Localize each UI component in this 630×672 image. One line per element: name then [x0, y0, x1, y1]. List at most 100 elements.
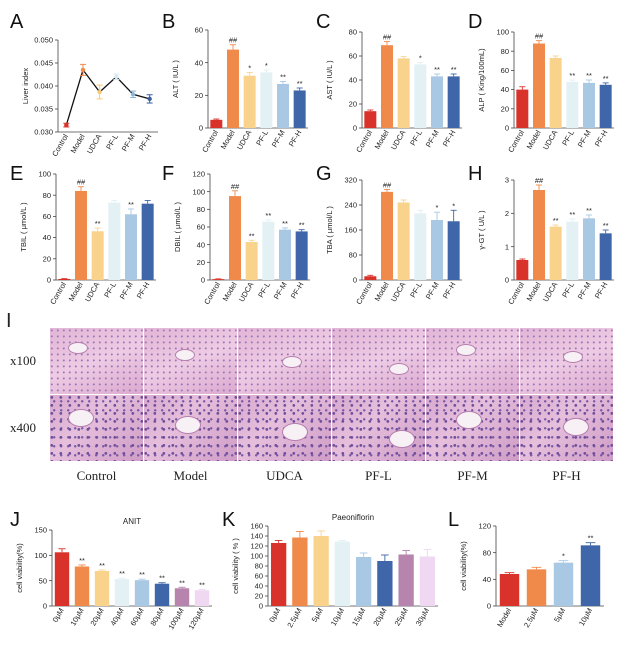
significance-label: ##	[231, 182, 240, 191]
column-label-Control: Control	[76, 468, 117, 483]
x-tick-label: Control	[354, 280, 374, 306]
histology-image-x100-Model	[144, 328, 237, 394]
bar	[381, 45, 393, 129]
significance-label: **	[99, 561, 105, 570]
y-axis-label-h: γ-GT ( U/L )	[477, 210, 486, 250]
vessel-lumen	[68, 409, 94, 427]
y-tick-label: 80	[349, 251, 357, 260]
row-label-x400: x400	[10, 420, 36, 435]
bar	[566, 221, 579, 280]
significance-label: **	[588, 534, 594, 543]
vessel-lumen	[175, 349, 195, 361]
column-label-Model: Model	[173, 468, 208, 483]
bar	[397, 58, 410, 128]
bar	[194, 590, 210, 606]
y-tick-label: 20	[195, 91, 203, 100]
x-tick-label: 20μM	[371, 607, 388, 628]
x-tick-label: PF-L	[104, 133, 120, 152]
bar	[377, 561, 393, 606]
significance-label: **	[603, 74, 609, 83]
data-point	[80, 67, 86, 73]
panel-label-l: L	[448, 509, 459, 531]
bar	[210, 119, 223, 128]
y-tick-label: 40	[197, 240, 205, 249]
bar	[526, 569, 547, 606]
x-tick-label: Control	[506, 280, 526, 306]
x-tick-label: PF-H	[441, 129, 458, 149]
significance-label: **	[299, 221, 305, 230]
y-tick-label: 0.040	[34, 82, 53, 91]
significance-label: **	[159, 574, 165, 583]
y-tick-label: 150	[34, 526, 47, 535]
y-tick-label: 100	[34, 551, 47, 560]
bar	[227, 49, 239, 128]
data-point	[97, 89, 102, 95]
data-point	[64, 122, 69, 128]
x-tick-label: UDCA	[83, 281, 101, 304]
x-tick-label: 2.5μM	[285, 607, 303, 630]
x-tick-label: Control	[202, 280, 222, 306]
significance-label: **	[139, 570, 145, 579]
significance-label: *	[562, 552, 565, 561]
x-tick-label: UDCA	[237, 281, 255, 304]
vessel-lumen	[456, 344, 476, 356]
y-tick-label: 1	[505, 242, 509, 251]
significance-label: *	[419, 54, 422, 63]
bar	[174, 588, 190, 606]
x-tick-label: 25μM	[393, 607, 410, 628]
histology-image-x400-UDCA	[238, 395, 331, 461]
bar	[553, 562, 574, 606]
vessel-lumen	[389, 430, 415, 448]
histology-image-x400-Model	[144, 395, 237, 461]
vessel-lumen	[282, 356, 302, 368]
x-tick-label: 20μM	[88, 607, 105, 628]
significance-label: ##	[229, 36, 238, 45]
x-tick-label: 10μM	[68, 607, 85, 628]
x-tick-label: PF-L	[256, 281, 272, 300]
bar	[277, 83, 289, 128]
significance-label: **	[603, 221, 609, 230]
histology-image-x100-Control	[50, 328, 143, 394]
histology-image-x100-PF-H	[520, 328, 613, 394]
y-tick-label: 0	[43, 602, 47, 611]
bar	[397, 202, 410, 280]
panel-label-b: B	[162, 11, 175, 33]
x-tick-label: PF-L	[408, 129, 424, 148]
y-axis-label-g: TBA ( μmol/L )	[325, 206, 334, 254]
significance-label: **	[297, 79, 303, 88]
histology-image-x400-PF-L	[332, 395, 425, 461]
x-tick-label: 5μM	[552, 607, 567, 624]
x-tick-label: PF-M	[424, 281, 441, 301]
significance-label: **	[179, 578, 185, 587]
x-tick-label: PF-H	[289, 281, 306, 301]
bar	[54, 552, 70, 606]
x-tick-label: PF-H	[135, 281, 152, 301]
bar	[355, 557, 372, 606]
y-axis-label-j: cell viability(%)	[15, 543, 24, 593]
y-tick-label: 0	[353, 124, 357, 133]
y-tick-label: 60	[349, 52, 357, 61]
y-tick-label: 120	[478, 522, 491, 531]
panel-label-h: H	[468, 163, 482, 185]
y-axis-label-k: cell viability ( % )	[231, 538, 240, 594]
y-tick-label: 100	[250, 552, 263, 561]
y-tick-label: 20	[501, 104, 509, 113]
y-tick-label: 0	[487, 602, 491, 611]
bar	[74, 566, 90, 606]
x-tick-label: UDCA	[389, 129, 407, 152]
bar	[334, 541, 351, 606]
bar	[447, 76, 460, 128]
bar	[599, 84, 612, 128]
y-tick-label: 80	[255, 562, 263, 571]
y-tick-label: 20	[349, 100, 357, 109]
y-tick-label: 60	[501, 66, 509, 75]
x-tick-label: Control	[506, 128, 526, 154]
histology-image-x400-PF-M	[426, 395, 519, 461]
x-tick-label: 30μM	[414, 607, 431, 628]
y-tick-label: 60	[43, 212, 51, 221]
significance-label: **	[199, 581, 205, 590]
y-tick-label: 0	[353, 276, 357, 285]
bar	[414, 64, 427, 128]
x-tick-label: PF-M	[576, 129, 593, 149]
